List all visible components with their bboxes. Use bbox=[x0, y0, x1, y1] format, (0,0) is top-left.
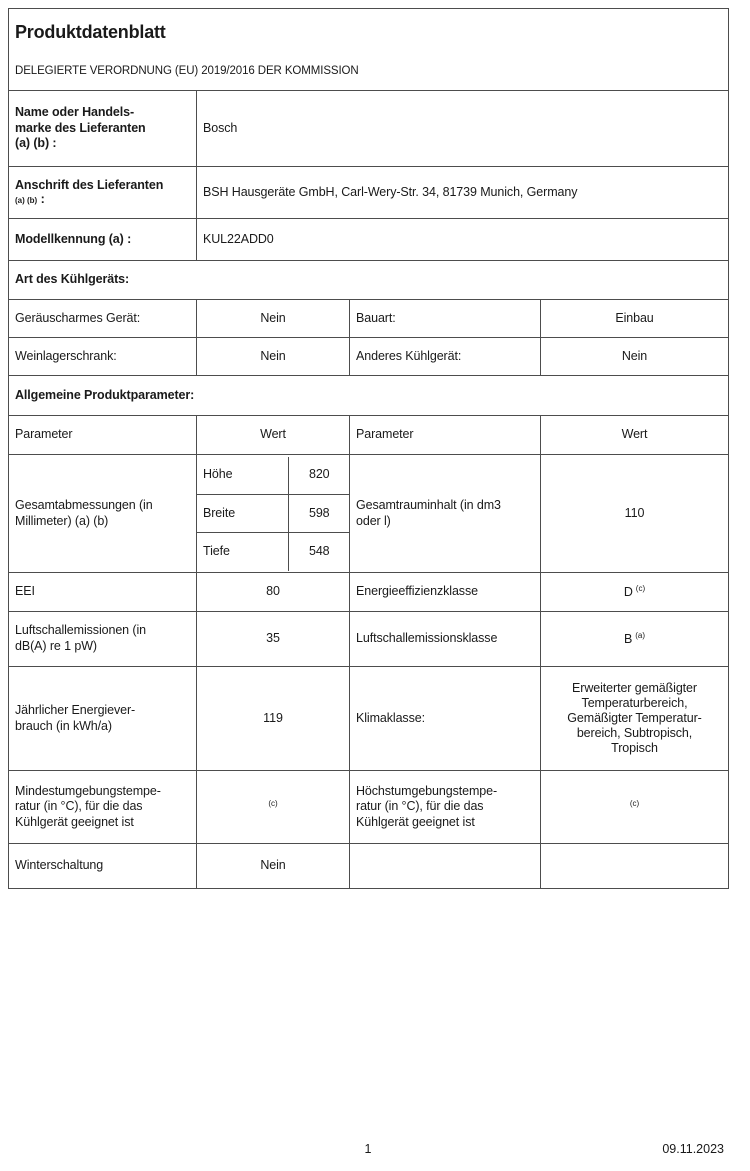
climate-class-label: Klimaklasse: bbox=[349, 666, 541, 771]
noise-class-label: Luftschallemissionsklasse bbox=[349, 611, 541, 667]
dimensions-label: Gesamtabmessungen (in Millimeter) (a) (b… bbox=[8, 454, 197, 573]
param-design-type-value: Einbau bbox=[540, 299, 729, 338]
table-row: Höhe 820 bbox=[197, 456, 350, 495]
param-low-noise-label: Geräuscharmes Gerät: bbox=[8, 299, 197, 338]
energy-class-footnote: (c) bbox=[635, 583, 646, 593]
table-row: Luftschallemissionen (in dB(A) re 1 pW) … bbox=[8, 611, 729, 667]
dimension-depth-label: Tiefe bbox=[197, 532, 289, 571]
supplier-address-label: Anschrift des Lieferanten (a) (b) : bbox=[8, 166, 197, 219]
dimension-height-value: 820 bbox=[308, 467, 330, 482]
section-heading-general-parameters: Allgemeine Produktparameter: bbox=[8, 375, 729, 416]
param-design-type-label: Bauart: bbox=[349, 299, 541, 338]
section-heading-appliance-type: Art des Kühlgeräts: bbox=[8, 260, 729, 300]
table-row: Jährlicher Energiever- brauch (in kWh/a)… bbox=[8, 666, 729, 771]
energy-class-value: D (c) bbox=[540, 572, 729, 612]
supplier-address-value: BSH Hausgeräte GmbH, Carl-Wery-Str. 34, … bbox=[196, 166, 729, 219]
dimension-width-value: 598 bbox=[288, 494, 350, 533]
noise-emission-value: 35 bbox=[196, 611, 350, 667]
table-row: Geräuscharmes Gerät: Nein Bauart: Einbau bbox=[8, 299, 729, 338]
table-row: Weinlagerschrank: Nein Anderes Kühlgerät… bbox=[8, 337, 729, 376]
table-row: Winterschaltung Nein bbox=[8, 843, 729, 889]
table-row: Tiefe 548 bbox=[197, 532, 350, 571]
page-subtitle: DELEGIERTE VERORDNUNG (EU) 2019/2016 DER… bbox=[15, 65, 359, 78]
winter-setting-label: Winterschaltung bbox=[8, 843, 197, 889]
supplier-address-note: (a) (b) bbox=[15, 196, 38, 206]
climate-class-value: Erweiterter gemäßigter Temperaturbereich… bbox=[540, 666, 729, 771]
page-title: Produktdatenblatt bbox=[15, 21, 166, 42]
product-datasheet-table: Produktdatenblatt DELEGIERTE VERORDNUNG … bbox=[8, 8, 729, 889]
total-volume-label: Gesamtrauminhalt (in dm3 oder l) bbox=[349, 454, 541, 573]
page-number: 1 bbox=[364, 1142, 372, 1156]
empty-value-cell bbox=[540, 843, 729, 889]
dimension-height-label: Höhe bbox=[197, 456, 289, 495]
param-wine-storage-value: Nein bbox=[196, 337, 350, 376]
table-row: Name oder Handels- marke des Lieferanten… bbox=[8, 90, 729, 167]
supplier-name-label: Name oder Handels- marke des Lieferanten… bbox=[8, 90, 197, 167]
table-row: EEI 80 Energieeffizienzklasse D (c) bbox=[8, 572, 729, 612]
empty-param-cell bbox=[349, 843, 541, 889]
noise-emission-label: Luftschallemissionen (in dB(A) re 1 pW) bbox=[8, 611, 197, 667]
supplier-name-value: Bosch bbox=[196, 90, 729, 167]
dimension-depth-value: 548 bbox=[288, 532, 350, 571]
dimensions-nested-table: Höhe 820 Breite 598 Tiefe 548 bbox=[197, 456, 350, 571]
model-id-value: KUL22ADD0 bbox=[196, 218, 729, 261]
max-ambient-temp-value: (c) bbox=[540, 770, 729, 844]
table-row: Anschrift des Lieferanten (a) (b) : BSH … bbox=[8, 166, 729, 219]
dimensions-nested-cell: Höhe 820 Breite 598 Tiefe 548 bbox=[196, 454, 350, 573]
supplier-address-label-note-line: (a) (b) : bbox=[15, 193, 190, 207]
table-row: Allgemeine Produktparameter: bbox=[8, 375, 729, 416]
eei-label: EEI bbox=[8, 572, 197, 612]
annual-energy-value: 119 bbox=[196, 666, 350, 771]
dimension-width-label: Breite bbox=[197, 494, 289, 533]
param-low-noise-value: Nein bbox=[196, 299, 350, 338]
model-id-label: Modellkennung (a) : bbox=[8, 218, 197, 261]
winter-setting-value: Nein bbox=[196, 843, 350, 889]
table-row: Art des Kühlgeräts: bbox=[8, 260, 729, 300]
min-ambient-temp-label: Mindestumgebungstempe- ratur (in °C), fü… bbox=[8, 770, 197, 844]
max-ambient-temp-footnote: (c) bbox=[629, 798, 640, 808]
table-row: Parameter Wert Parameter Wert bbox=[8, 415, 729, 455]
column-header-value-right: Wert bbox=[540, 415, 729, 455]
table-row: Breite 598 bbox=[197, 494, 350, 533]
table-row: Modellkennung (a) : KUL22ADD0 bbox=[8, 218, 729, 261]
column-header-parameter-left: Parameter bbox=[8, 415, 197, 455]
min-ambient-temp-footnote: (c) bbox=[268, 798, 278, 808]
column-header-parameter-right: Parameter bbox=[349, 415, 541, 455]
column-header-value-left: Wert bbox=[196, 415, 350, 455]
eei-value: 80 bbox=[196, 572, 350, 612]
energy-class-label: Energieeffizienzklasse bbox=[349, 572, 541, 612]
annual-energy-label: Jährlicher Energiever- brauch (in kWh/a) bbox=[8, 666, 197, 771]
noise-class-footnote: (a) bbox=[635, 630, 646, 640]
table-row: Gesamtabmessungen (in Millimeter) (a) (b… bbox=[8, 454, 729, 573]
min-ambient-temp-value: (c) bbox=[196, 770, 350, 844]
supplier-address-colon: : bbox=[37, 192, 45, 207]
noise-class-value: B (a) bbox=[540, 611, 729, 667]
max-ambient-temp-label: Höchstumgebungstempe- ratur (in °C), für… bbox=[349, 770, 541, 844]
document-date: 09.11.2023 bbox=[662, 1142, 724, 1156]
supplier-address-label-text: Anschrift des Lieferanten bbox=[15, 177, 164, 192]
total-volume-value: 110 bbox=[540, 454, 729, 573]
title-cell: Produktdatenblatt DELEGIERTE VERORDNUNG … bbox=[8, 8, 729, 91]
param-other-appliance-label: Anderes Kühlgerät: bbox=[349, 337, 541, 376]
table-row: Mindestumgebungstempe- ratur (in °C), fü… bbox=[8, 770, 729, 844]
param-wine-storage-label: Weinlagerschrank: bbox=[8, 337, 197, 376]
param-other-appliance-value: Nein bbox=[540, 337, 729, 376]
